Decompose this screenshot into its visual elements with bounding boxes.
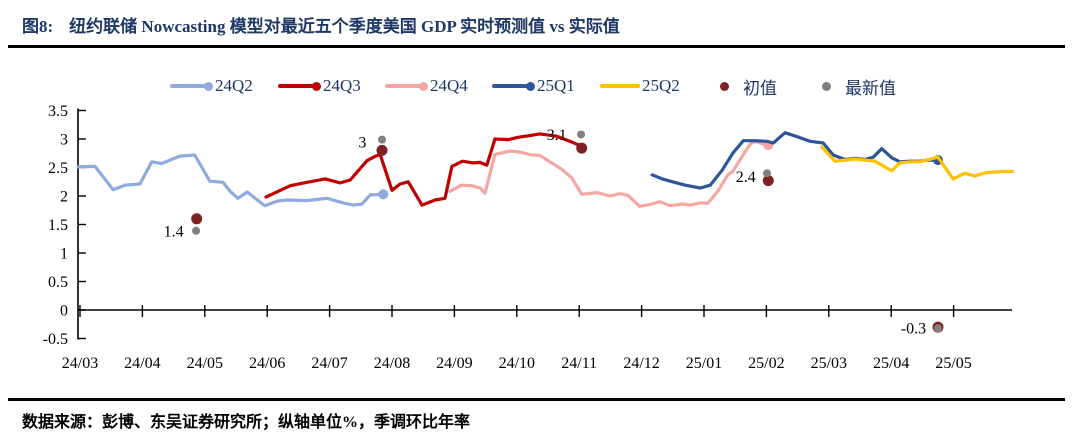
legend-label: 25Q2	[642, 76, 680, 95]
figure-title: 图8: 纽约联储 Nowcasting 模型对最近五个季度美国 GDP 实时预测值…	[22, 12, 620, 37]
legend-dot-swatch	[720, 81, 729, 91]
initial-value-dot	[376, 144, 388, 156]
title-rule	[8, 45, 1065, 48]
series-24Q2-end-dot	[378, 189, 389, 200]
x-tick-label: 24/03	[62, 355, 98, 372]
legend-line-swatch	[170, 84, 210, 88]
legend-label: 25Q1	[537, 76, 575, 95]
y-tick-label: 2.5	[48, 160, 68, 177]
legend-dot-swatch	[312, 81, 321, 91]
y-tick-label: 1	[60, 246, 68, 263]
series-25Q2-line	[820, 145, 1014, 181]
y-tick-label: 0	[60, 303, 68, 320]
annotation-label: 1.4	[164, 223, 184, 240]
chart-legend: 24Q2 24Q3 24Q4 25Q1 25Q2 初值 最新值	[0, 74, 1080, 98]
figure-number: 图8:	[22, 17, 54, 36]
footer-rule	[8, 398, 1065, 401]
legend-dot-swatch	[822, 81, 831, 91]
x-tick-label: 24/05	[187, 355, 223, 372]
data-source-note: 数据来源：彭博、东吴证券研究所；纵轴单位%，季调环比年率	[22, 414, 471, 431]
legend-line-swatch	[492, 84, 532, 88]
figure-title-text: 纽约联储 Nowcasting 模型对最近五个季度美国 GDP 实时预测值 vs…	[69, 17, 620, 36]
legend-item-初值: 初值	[720, 74, 777, 98]
annotation-label: 2.4	[736, 169, 756, 186]
legend-label: 24Q4	[430, 76, 468, 95]
annotation-label: 3.1	[547, 127, 567, 144]
x-tick-label: 24/09	[436, 355, 472, 372]
x-tick-label: 24/08	[374, 355, 410, 372]
x-tick-label: 24/06	[249, 355, 285, 372]
y-tick-label: 1.5	[48, 217, 68, 234]
y-tick-label: -0.5	[43, 331, 68, 348]
x-tick-label: 25/03	[811, 355, 847, 372]
initial-value-dot	[576, 142, 588, 154]
y-tick-label: 3.5	[48, 103, 68, 120]
x-tick-label: 25/05	[935, 355, 971, 372]
x-tick-label: 24/12	[623, 355, 659, 372]
x-tick-label: 24/04	[124, 355, 160, 372]
legend-dot-swatch	[526, 81, 535, 91]
y-tick-label: 3	[60, 132, 68, 149]
series-25Q1-line	[650, 131, 940, 190]
latest-value-dot	[763, 169, 772, 178]
legend-line-swatch	[600, 84, 640, 88]
legend-item-最新值: 最新值	[822, 74, 896, 98]
x-tick-label: 25/01	[686, 355, 722, 372]
legend-label: 24Q2	[215, 76, 253, 95]
latest-value-dot	[192, 226, 201, 235]
legend-label: 初值	[743, 78, 777, 98]
legend-item-24Q3: 24Q3	[278, 74, 361, 98]
initial-value-dot	[191, 213, 203, 225]
legend-dot-swatch	[419, 81, 428, 91]
series-24Q3-line	[264, 132, 584, 207]
x-tick-label: 24/07	[311, 355, 347, 372]
annotation-label: 3	[358, 134, 366, 151]
legend-item-24Q2: 24Q2	[170, 74, 253, 98]
legend-item-25Q2: 25Q2	[600, 74, 680, 98]
annotation-label: -0.3	[901, 321, 926, 338]
latest-value-dot	[934, 324, 942, 333]
legend-line-swatch	[385, 84, 425, 88]
x-tick-label: 24/11	[561, 355, 597, 372]
legend-dot-swatch	[204, 81, 213, 91]
y-tick-label: 0.5	[48, 274, 68, 291]
series-24Q4-line	[448, 139, 770, 208]
legend-label: 最新值	[845, 78, 896, 98]
y-tick-label: 2	[60, 189, 68, 206]
legend-item-24Q4: 24Q4	[385, 74, 468, 98]
latest-value-dot	[378, 135, 387, 144]
latest-value-dot	[577, 130, 586, 139]
x-tick-label: 25/02	[748, 355, 784, 372]
x-tick-label: 25/04	[873, 355, 909, 372]
legend-item-25Q1: 25Q1	[492, 74, 575, 98]
x-tick-label: 24/10	[499, 355, 535, 372]
series-24Q2-line	[76, 153, 385, 208]
legend-line-swatch	[278, 84, 318, 88]
legend-label: 24Q3	[323, 76, 361, 95]
initial-value-dot	[762, 175, 774, 187]
